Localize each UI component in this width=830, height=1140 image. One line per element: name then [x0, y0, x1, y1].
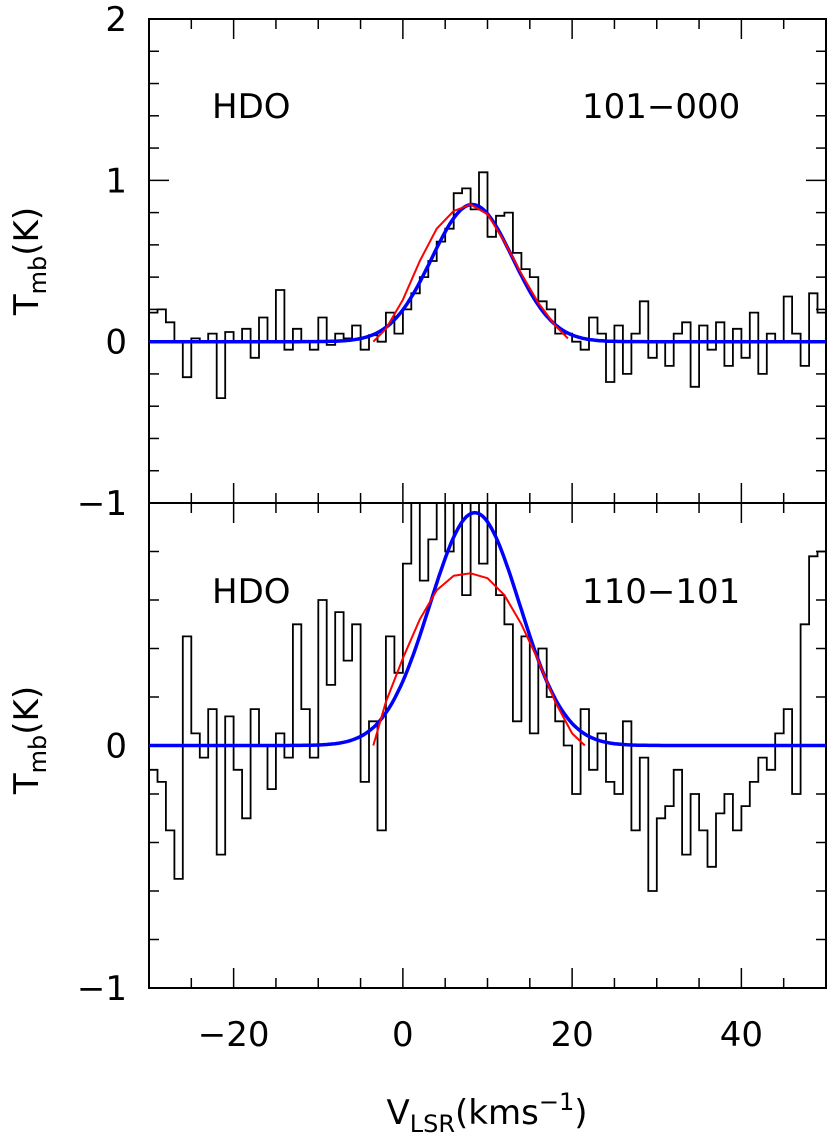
observed-spectrum-line — [149, 171, 826, 399]
y-tick-label: 1 — [105, 484, 127, 524]
series-group — [149, 503, 826, 892]
x-axis-label: VLSR(kms−1) — [387, 1088, 588, 1138]
x-tick-label: 40 — [720, 1015, 763, 1055]
bottom-panel-ticks: −1 0 1 −20 0 20 40 — [77, 484, 827, 1055]
x-tick-label: 0 — [392, 1015, 414, 1055]
model-line — [372, 203, 569, 343]
y-tick-label: 1 — [105, 161, 127, 201]
top-panel-series — [149, 171, 826, 399]
model-line — [372, 572, 586, 747]
bottom-y-axis-label: Tmb(K) — [7, 686, 52, 795]
bottom-panel-series — [149, 503, 826, 892]
bottom-transition-label: 110−101 — [582, 572, 740, 612]
x-tick-label: −20 — [198, 1015, 270, 1055]
top-panel-ticks: −1 0 1 2 — [77, 0, 827, 524]
gaussian-fit-line — [149, 510, 826, 748]
top-transition-label: 101−000 — [582, 87, 740, 127]
bottom-molecule-label: HDO — [212, 572, 291, 612]
series-group — [149, 171, 826, 399]
bottom-panel: −1 0 1 −20 0 20 40 HDO 110−101 Tmb(K) — [7, 484, 827, 1055]
y-tick-label: 0 — [105, 323, 127, 363]
top-molecule-label: HDO — [212, 87, 291, 127]
top-panel: −1 0 1 2 HDO 101−000 Tmb(K) — [7, 0, 827, 524]
y-tick-label: −1 — [77, 969, 127, 1009]
y-tick-label: 2 — [105, 0, 127, 40]
top-y-axis-label: Tmb(K) — [7, 207, 52, 316]
x-tick-label: 20 — [550, 1015, 593, 1055]
y-tick-label: −1 — [77, 484, 127, 524]
y-tick-label: 0 — [105, 727, 127, 767]
